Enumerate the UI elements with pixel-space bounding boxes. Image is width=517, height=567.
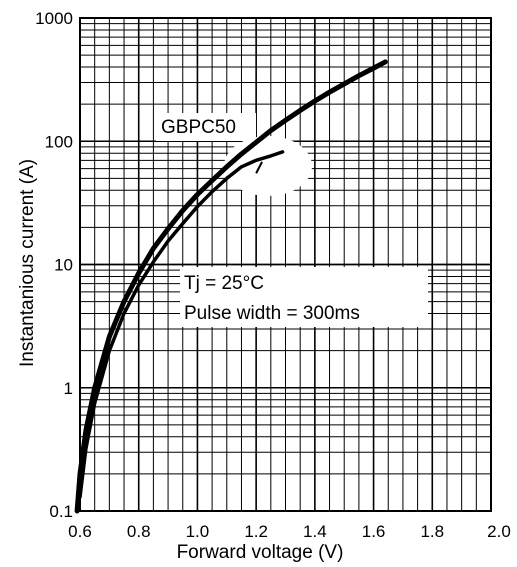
label-blotch [224,136,312,196]
x-tick-label: 1.8 [420,522,444,541]
series-line-0 [74,59,388,514]
annotation-device-label: GBPC50 [161,117,236,138]
leader-mark [255,161,263,174]
y-tick-label: 10 [54,256,73,275]
y-tick-labels: 0.1 1 10 100 1000 [35,9,73,521]
x-tick-label: 0.8 [127,522,151,541]
y-tick-label: 100 [45,132,73,151]
annotation-box-bg [180,267,428,327]
plot-frame [79,17,492,512]
x-tick-label: 1.6 [362,522,386,541]
annotation-device-label-bg [156,113,256,141]
y-axis-label: Instantanious current (A) [17,159,38,367]
series-layer [74,59,388,514]
annotation-temperature: Tj = 25°C [184,273,264,294]
annotation-pulse-width: Pulse width = 300ms [184,303,360,324]
x-tick-label: 1.0 [186,522,210,541]
y-tick-label: 1 [64,379,73,398]
y-tick-label: 1000 [35,9,73,28]
x-tick-labels: 0.6 0.8 1.0 1.2 1.4 1.6 1.8 2.0 [68,522,511,541]
series-line-1 [78,150,285,499]
x-tick-label: 0.6 [68,522,92,541]
x-tick-label: 2.0 [487,522,511,541]
x-tick-label: 1.4 [303,522,327,541]
y-tick-label: 0.1 [49,502,73,521]
x-tick-label: 1.2 [244,522,268,541]
x-axis-label: Forward voltage (V) [177,542,344,563]
